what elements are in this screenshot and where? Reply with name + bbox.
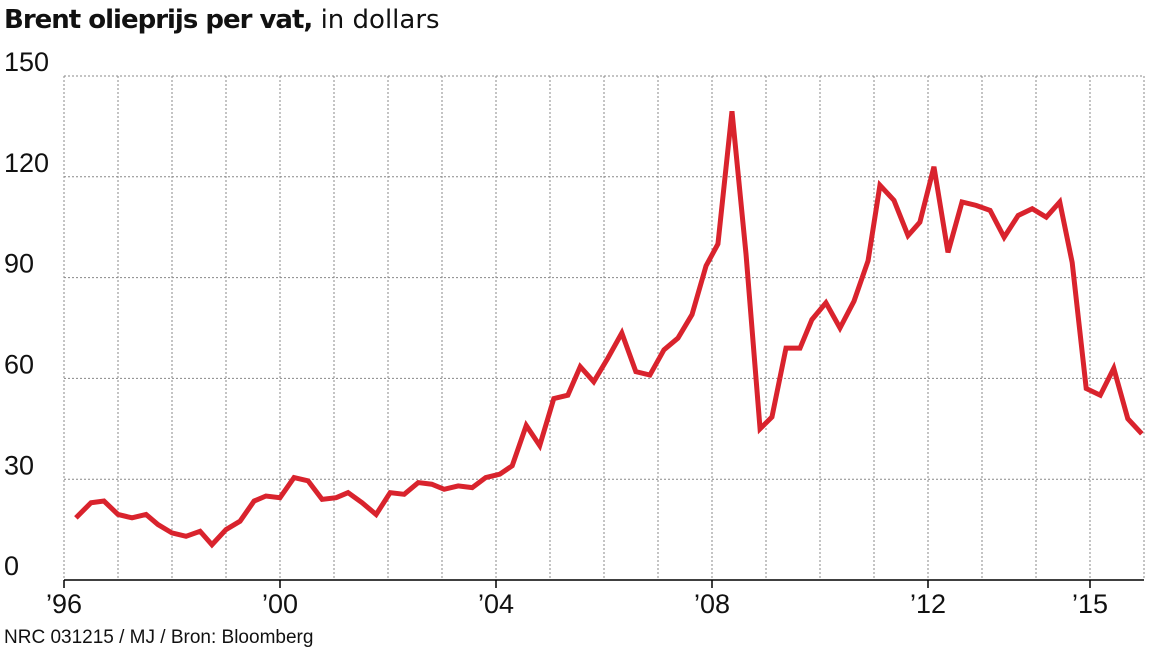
x-tick-label: ’08 (694, 589, 730, 619)
x-tick-label: ’00 (262, 589, 298, 619)
x-tick-label: ’96 (46, 589, 82, 619)
y-tick-label: 120 (4, 148, 49, 178)
chart-title: Brent olieprijs per vat, (4, 5, 312, 35)
x-tick-label: ’04 (478, 589, 514, 619)
y-tick-label: 150 (4, 47, 49, 77)
source: NRC 031215 / MJ / Bron: Bloomberg (4, 627, 313, 648)
x-tick-label: ’12 (910, 589, 946, 619)
x-tick-label: ’15 (1072, 589, 1108, 619)
chart-heading: Brent olieprijs per vat, in dollars (4, 5, 440, 35)
y-tick-label: 60 (4, 350, 34, 380)
chart-subtitle: in dollars (321, 5, 440, 35)
y-tick-label: 90 (4, 249, 34, 279)
y-tick-label: 30 (4, 450, 34, 480)
line (74, 111, 1144, 549)
y-tick-label: 0 (4, 551, 19, 581)
